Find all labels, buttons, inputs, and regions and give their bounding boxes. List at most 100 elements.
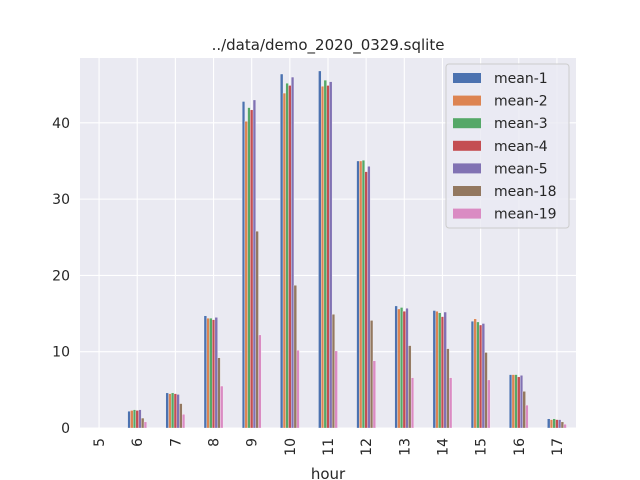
bar-mean-18-hour-11 (331, 314, 335, 429)
x-tick-label: 9 (245, 438, 261, 447)
bar-mean-19-hour-6 (143, 421, 147, 429)
bar-mean-5-hour-6 (138, 409, 142, 429)
bar-mean-18-hour-13 (408, 345, 412, 429)
bar-mean-2-hour-7 (168, 393, 172, 429)
bar-mean-1-hour-15 (470, 321, 474, 429)
bar-mean-2-hour-8 (206, 317, 210, 429)
legend-label-mean-18: mean-18 (494, 184, 557, 200)
legend-label-mean-2: mean-2 (494, 94, 548, 110)
bar-mean-19-hour-16 (525, 404, 529, 429)
bar-mean-3-hour-8 (209, 317, 213, 429)
bar-mean-18-hour-16 (522, 391, 526, 429)
bar-mean-4-hour-11 (326, 85, 330, 429)
legend: mean-1 mean-2 mean-3 mean-4 mean-5 mean-18 mea… (445, 63, 570, 229)
bar-mean-18-hour-8 (217, 357, 221, 429)
bar-mean-3-hour-13 (400, 307, 404, 429)
bar-mean-18-hour-9 (255, 231, 259, 429)
bars (127, 70, 567, 429)
x-axis-title: hour (311, 465, 346, 480)
bar-mean-18-hour-14 (446, 348, 450, 429)
x-tick-label: 12 (359, 438, 375, 456)
bar-mean-5-hour-15 (481, 323, 485, 429)
bar-mean-19-hour-17 (563, 424, 567, 429)
bar-mean-3-hour-6 (132, 409, 137, 429)
bar-mean-19-hour-15 (487, 379, 491, 429)
bar-mean-5-hour-17 (558, 419, 562, 429)
legend-swatch-mean-1 (453, 73, 481, 83)
bar-mean-1-hour-9 (242, 101, 246, 429)
bar-mean-4-hour-16 (517, 376, 521, 429)
bar-mean-4-hour-10 (288, 85, 292, 429)
bar-mean-3-hour-17 (552, 418, 556, 429)
bar-mean-4-hour-9 (250, 109, 254, 429)
bar-mean-19-hour-8 (220, 385, 224, 429)
bar-mean-1-hour-12 (356, 160, 360, 429)
x-tick-label: 11 (321, 438, 337, 456)
bar-mean-2-hour-13 (397, 308, 401, 429)
bar-mean-1-hour-16 (509, 374, 513, 429)
bar-mean-19-hour-12 (372, 360, 376, 429)
bar-mean-19-hour-11 (334, 350, 338, 429)
x-tick-label: 16 (512, 438, 528, 456)
bar-mean-4-hour-7 (173, 393, 177, 429)
bar-mean-5-hour-11 (329, 81, 333, 429)
legend-swatch-mean-4 (453, 140, 481, 151)
y-tick-label: 30 (52, 192, 70, 208)
bar-mean-3-hour-10 (285, 83, 289, 429)
bar-mean-3-hour-9 (247, 107, 251, 429)
bar-mean-3-hour-15 (476, 321, 480, 429)
legend-label-mean-19: mean-19 (494, 207, 557, 223)
bar-mean-5-hour-7 (176, 394, 180, 429)
bar-mean-1-hour-17 (547, 418, 551, 429)
bar-mean-1-hour-7 (165, 392, 169, 429)
y-tick-label: 20 (52, 268, 70, 284)
bar-mean-4-hour-6 (135, 410, 139, 429)
bar-mean-2-hour-15 (473, 318, 477, 429)
bar-mean-3-hour-16 (514, 374, 518, 429)
bar-mean-2-hour-12 (359, 160, 363, 429)
bar-mean-4-hour-17 (555, 419, 559, 429)
legend-label-mean-3: mean-3 (494, 116, 548, 132)
y-tick-label: 0 (61, 421, 70, 437)
bar-mean-19-hour-13 (410, 377, 414, 429)
bar-mean-2-hour-16 (511, 374, 515, 429)
bar-mean-1-hour-11 (318, 70, 322, 429)
bar-mean-3-hour-7 (171, 392, 175, 429)
bar-mean-3-hour-14 (438, 312, 442, 429)
bar-mean-19-hour-9 (258, 334, 262, 429)
y-axis-ticks: 0 10 20 30 40 (52, 116, 70, 437)
x-tick-label: 13 (397, 438, 413, 456)
legend-items: mean-1 mean-2 mean-3 mean-4 mean-5 mean-18 mea… (453, 71, 557, 223)
bar-mean-18-hour-15 (484, 352, 488, 429)
bar-mean-2-hour-14 (435, 311, 439, 429)
x-tick-label: 6 (130, 438, 146, 447)
legend-swatch-mean-5 (453, 163, 481, 174)
bar-mean-4-hour-8 (212, 319, 216, 429)
bar-mean-5-hour-12 (367, 166, 371, 429)
legend-label-mean-1: mean-1 (494, 71, 548, 87)
x-tick-label: 7 (168, 438, 184, 447)
legend-swatch-mean-2 (453, 95, 481, 106)
bar-mean-1-hour-8 (203, 315, 207, 429)
legend-label-mean-5: mean-5 (494, 161, 548, 177)
bar-mean-3-hour-11 (323, 79, 327, 429)
bar-mean-4-hour-14 (440, 316, 444, 429)
bar-mean-18-hour-6 (141, 417, 145, 429)
bar-mean-2-hour-17 (549, 419, 553, 429)
bar-mean-19-hour-14 (449, 377, 453, 429)
bar-mean-18-hour-7 (179, 403, 183, 429)
bar-mean-1-hour-13 (394, 305, 398, 429)
bar-mean-4-hour-15 (479, 324, 483, 429)
bar-mean-18-hour-10 (293, 285, 297, 429)
chart-title: ../data/demo_2020_0329.sqlite (212, 36, 445, 55)
x-tick-label: 5 (92, 438, 108, 447)
x-axis-ticks: 5 6 7 8 9 10 11 12 13 14 15 16 17 (92, 438, 566, 456)
bar-mean-2-hour-10 (282, 92, 286, 429)
bar-mean-4-hour-12 (364, 171, 368, 429)
bar-mean-5-hour-8 (214, 317, 218, 429)
bar-mean-5-hour-14 (443, 311, 447, 429)
bar-mean-1-hour-14 (432, 310, 436, 429)
x-tick-label: 14 (435, 438, 451, 456)
